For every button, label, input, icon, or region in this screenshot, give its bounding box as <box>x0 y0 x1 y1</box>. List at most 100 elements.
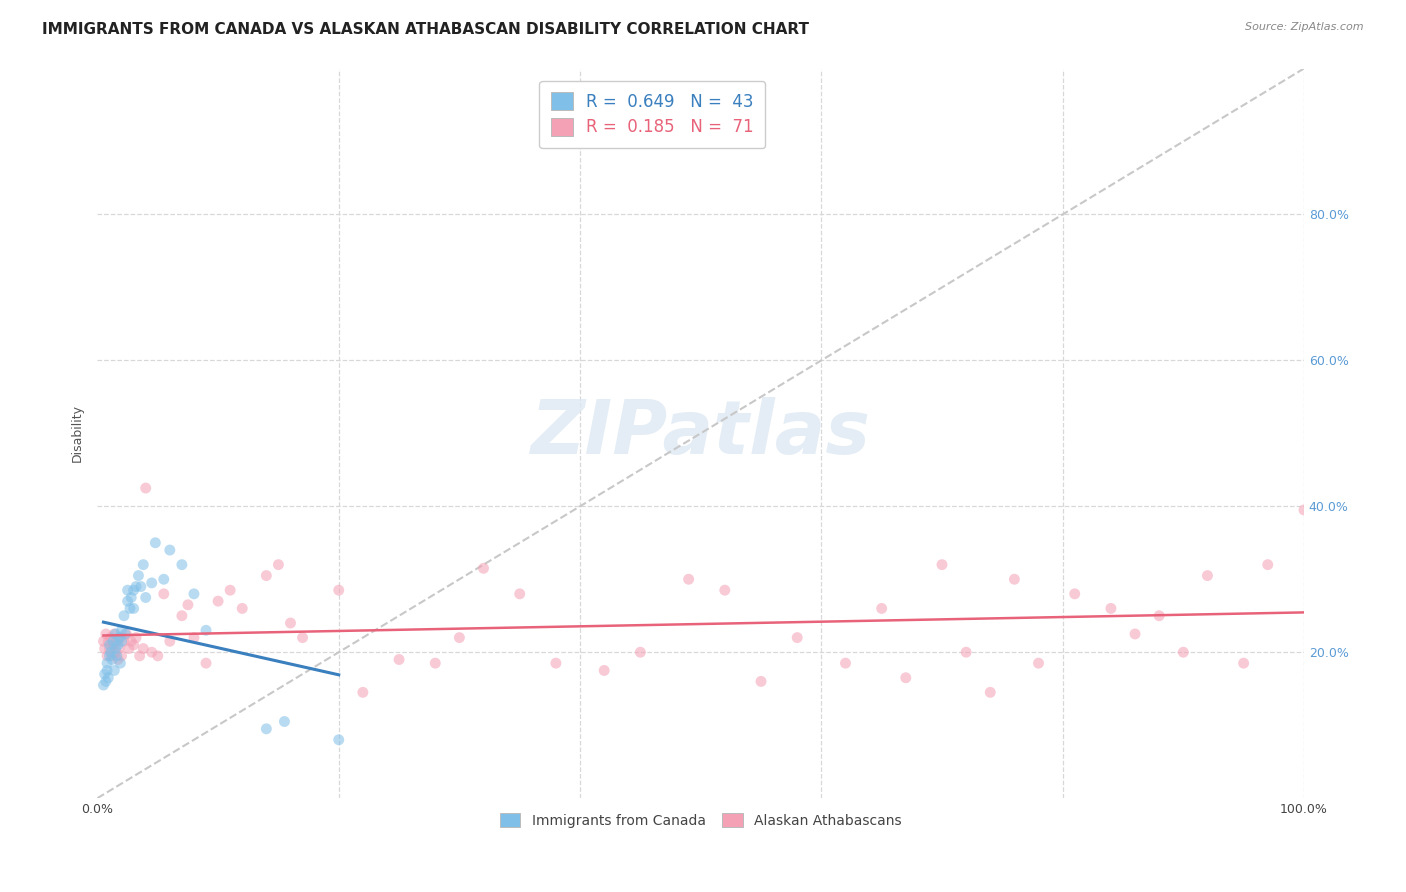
Point <box>122 638 145 652</box>
Point <box>103 627 125 641</box>
Point <box>1197 568 1219 582</box>
Point <box>118 601 141 615</box>
Point <box>955 645 977 659</box>
Point <box>328 583 350 598</box>
Y-axis label: Disability: Disability <box>72 404 84 462</box>
Point <box>103 664 125 678</box>
Point <box>254 568 277 582</box>
Point <box>101 634 124 648</box>
Point <box>152 572 174 586</box>
Point <box>231 601 253 615</box>
Point <box>195 656 218 670</box>
Point <box>979 685 1001 699</box>
Point <box>1002 572 1025 586</box>
Point <box>125 580 148 594</box>
Point <box>183 587 205 601</box>
Point <box>125 631 148 645</box>
Point <box>1123 627 1146 641</box>
Point <box>152 587 174 601</box>
Point <box>108 641 131 656</box>
Point <box>122 583 145 598</box>
Point <box>273 714 295 729</box>
Point <box>1233 656 1256 670</box>
Point <box>104 627 127 641</box>
Point <box>101 652 124 666</box>
Point <box>509 587 531 601</box>
Point <box>328 732 350 747</box>
Point <box>1147 608 1170 623</box>
Point <box>98 638 121 652</box>
Point <box>834 656 856 670</box>
Point <box>115 627 138 641</box>
Point <box>101 638 124 652</box>
Point <box>101 648 124 663</box>
Point <box>146 648 169 663</box>
Point <box>1173 645 1195 659</box>
Point <box>749 674 772 689</box>
Point <box>110 634 132 648</box>
Point <box>931 558 953 572</box>
Point <box>143 535 166 549</box>
Point <box>107 652 129 666</box>
Point <box>129 580 152 594</box>
Point <box>117 594 139 608</box>
Point <box>141 645 163 659</box>
Point <box>786 631 808 645</box>
Point <box>170 558 193 572</box>
Point <box>894 671 917 685</box>
Text: Source: ZipAtlas.com: Source: ZipAtlas.com <box>1246 22 1364 32</box>
Point <box>714 583 737 598</box>
Point <box>114 627 136 641</box>
Point <box>135 591 157 605</box>
Point <box>105 634 128 648</box>
Point <box>100 645 122 659</box>
Point <box>388 652 411 666</box>
Point <box>120 634 142 648</box>
Point <box>96 648 118 663</box>
Point <box>141 575 163 590</box>
Point <box>425 656 447 670</box>
Point <box>97 671 120 685</box>
Point <box>128 648 150 663</box>
Point <box>280 615 302 630</box>
Point <box>117 583 139 598</box>
Point <box>100 631 122 645</box>
Point <box>94 627 117 641</box>
Point <box>183 631 205 645</box>
Point <box>93 634 115 648</box>
Point <box>207 594 229 608</box>
Point <box>159 634 181 648</box>
Point <box>94 674 117 689</box>
Point <box>104 641 127 656</box>
Point <box>110 624 132 638</box>
Point <box>110 631 132 645</box>
Point <box>110 656 132 670</box>
Point <box>132 641 155 656</box>
Point <box>177 598 200 612</box>
Point <box>112 634 135 648</box>
Point <box>112 608 135 623</box>
Point <box>93 667 115 681</box>
Point <box>1099 601 1122 615</box>
Point <box>120 591 142 605</box>
Point <box>127 568 149 582</box>
Point <box>159 543 181 558</box>
Point <box>98 648 121 663</box>
Point <box>1257 558 1279 572</box>
Point <box>195 624 218 638</box>
Point <box>135 481 157 495</box>
Point <box>122 601 145 615</box>
Point <box>254 722 277 736</box>
Point <box>97 634 120 648</box>
Point <box>291 631 314 645</box>
Point <box>472 561 495 575</box>
Legend: Immigrants from Canada, Alaskan Athabascans: Immigrants from Canada, Alaskan Athabasc… <box>492 806 908 835</box>
Point <box>107 638 129 652</box>
Point <box>219 583 242 598</box>
Point <box>678 572 700 586</box>
Point <box>352 685 374 699</box>
Point <box>108 631 131 645</box>
Point <box>96 664 118 678</box>
Point <box>1063 587 1085 601</box>
Point <box>628 645 651 659</box>
